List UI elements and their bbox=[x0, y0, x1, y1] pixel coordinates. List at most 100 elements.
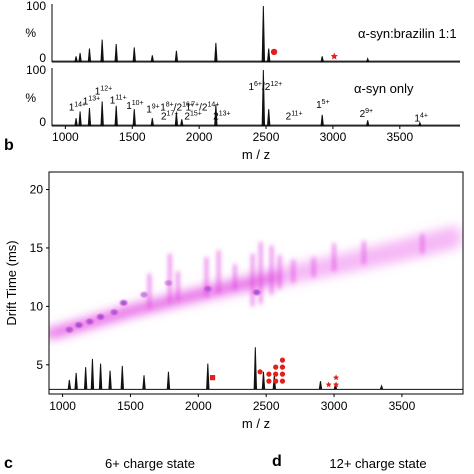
drift-overlay-marker-5 bbox=[273, 371, 279, 377]
spectrum-brazilin-peak-0 bbox=[74, 56, 78, 63]
spectrum-only-panel: 114+113+112+111+110+19+217+18+/216+17+/2… bbox=[25, 63, 460, 162]
drift-streak-3 bbox=[204, 257, 208, 298]
drift-xtick-5: 3500 bbox=[389, 399, 416, 413]
drift-xtick-1: 1500 bbox=[117, 399, 144, 413]
drift-overlay-peak-4 bbox=[98, 363, 103, 390]
spectrum-only-xtick-4: 3000 bbox=[320, 130, 347, 144]
spectrum-brazilin-peak-9 bbox=[261, 5, 266, 63]
spectrum-only-peak-label-11: 16+/212+ bbox=[248, 81, 282, 93]
drift-ytick-1: 10 bbox=[30, 299, 44, 313]
spectrum-only-peak-label-3: 111+ bbox=[110, 95, 127, 107]
spectrum-only-peak-label-6: 217+ bbox=[161, 110, 178, 122]
drift-ytick-2: 15 bbox=[30, 241, 44, 255]
drift-ytick-0: 5 bbox=[36, 358, 43, 372]
spectrum-only-peak-label-12: 211+ bbox=[286, 110, 303, 122]
spectrum-only-ytick-100: 100 bbox=[26, 63, 46, 77]
drift-overlay-markers bbox=[209, 357, 340, 388]
spectrum-only-peak-label-10: 213+ bbox=[213, 110, 230, 122]
spectrum-brazilin-peak-11 bbox=[320, 56, 324, 63]
drift-xtick-0: 1000 bbox=[49, 399, 76, 413]
drift-time-streaks bbox=[147, 233, 424, 309]
drift-streak-1 bbox=[168, 253, 172, 303]
spectrum-only-peak-13 bbox=[366, 120, 370, 127]
drift-streak-13 bbox=[362, 240, 366, 265]
spectrum-brazilin-peak-3 bbox=[100, 39, 104, 63]
drift-time-heatmap-panel: 1000 1500 2000 2500 3000 3500 5 10 15 20 Drift T… bbox=[4, 171, 464, 431]
spectrum-brazilin-peak-10 bbox=[267, 48, 271, 63]
spectrum-brazilin-peak-6 bbox=[150, 55, 155, 63]
spectrum-only-peak-5 bbox=[132, 109, 136, 127]
spectrum-brazilin-marker-1 bbox=[330, 52, 338, 60]
drift-overlay-marker-13 bbox=[333, 374, 340, 381]
spectrum-only-peak-6 bbox=[150, 118, 155, 127]
spectrum-only-xlabel: m / z bbox=[242, 147, 270, 162]
drift-band-core-108 bbox=[267, 273, 284, 283]
spectrum-only-xtick-0: 1000 bbox=[52, 130, 79, 144]
drift-overlay-peak-5 bbox=[108, 370, 112, 390]
spectrum-brazilin-ytick-100: 100 bbox=[26, 0, 46, 13]
spectrum-only-peak-7 bbox=[174, 112, 179, 127]
drift-overlay-marker-0 bbox=[209, 375, 216, 381]
spectrum-only-peak-9 bbox=[214, 104, 218, 127]
drift-overlay-marker-9 bbox=[279, 371, 286, 377]
spectrum-only-ylabel: % bbox=[25, 91, 36, 105]
spectrum-only-peak-label-9: 215+ bbox=[184, 110, 201, 122]
spectrum-only-peak-label-8: 17+/214+ bbox=[186, 101, 220, 113]
spectrum-brazilin-marker-0 bbox=[270, 48, 278, 56]
drift-overlay-peak-7 bbox=[142, 375, 146, 390]
drift-overlay-peak-1 bbox=[74, 372, 78, 390]
spectrum-only-peak-label-2: 112+ bbox=[95, 86, 112, 98]
drift-streak-7 bbox=[259, 242, 263, 305]
spectrum-brazilin-peak-8 bbox=[214, 42, 218, 63]
spectrum-brazilin-panel: 100 % 0 α-syn:brazilin 1:1 bbox=[25, 0, 460, 65]
spectrum-only-xtick-3: 2500 bbox=[253, 130, 280, 144]
drift-hotspot-1 bbox=[73, 321, 84, 330]
drift-hotspot-2 bbox=[84, 317, 95, 326]
drift-xtick-2: 2000 bbox=[185, 399, 212, 413]
drift-hotspot-3 bbox=[95, 312, 106, 321]
drift-streak-12 bbox=[332, 243, 336, 272]
spectrum-only-title: α-syn only bbox=[354, 81, 414, 96]
drift-overlay-marker-10 bbox=[279, 378, 286, 384]
drift-streak-2 bbox=[176, 271, 180, 301]
spectrum-only-xtick-5: 3500 bbox=[386, 130, 413, 144]
spectrum-only-peak-14 bbox=[418, 121, 422, 127]
spectrum-brazilin-peak-7 bbox=[174, 50, 179, 63]
drift-xtick-3: 2500 bbox=[253, 399, 280, 413]
spectrum-only-peak-label-1: 113+ bbox=[83, 96, 100, 108]
drift-time-yticks: 5 10 15 20 bbox=[30, 183, 49, 372]
drift-hotspot-8 bbox=[202, 284, 213, 293]
drift-streak-14 bbox=[420, 233, 424, 254]
drift-overlay-marker-6 bbox=[273, 378, 279, 384]
drift-overlay-peak-6 bbox=[120, 365, 124, 390]
drift-streak-4 bbox=[217, 250, 221, 294]
charge-state-6-title: 6+ charge state bbox=[105, 456, 195, 471]
drift-overlay-peak-13 bbox=[318, 381, 323, 390]
drift-overlay-peak-11 bbox=[261, 371, 266, 390]
spectrum-only-peak-2 bbox=[87, 108, 92, 127]
spectrum-brazilin-ylabel: % bbox=[25, 26, 36, 40]
drift-band-blob-74 bbox=[443, 225, 463, 250]
drift-time-xlabel: m / z bbox=[242, 416, 270, 431]
spectrum-brazilin-peak-4 bbox=[114, 44, 118, 63]
drift-time-ylabel: Drift Time (ms) bbox=[4, 240, 19, 325]
spectrum-only-peak-10 bbox=[261, 69, 266, 127]
drift-overlay-marker-7 bbox=[279, 357, 286, 363]
drift-time-xticks: 1000 1500 2000 2500 3000 3500 bbox=[49, 394, 416, 413]
spectrum-only-xtick-1: 1500 bbox=[119, 130, 146, 144]
drift-hotspot-4 bbox=[109, 308, 120, 317]
spectrum-only-annotations: 114+113+112+111+110+19+217+18+/216+17+/2… bbox=[69, 81, 428, 124]
spectrum-brazilin-peak-1 bbox=[78, 52, 82, 63]
drift-overlay-peak-10 bbox=[253, 347, 258, 390]
spectrum-only-peak-label-14: 29+ bbox=[360, 108, 374, 120]
drift-overlay-marker-3 bbox=[266, 378, 272, 384]
drift-xtick-4: 3000 bbox=[321, 399, 348, 413]
spectrum-only-peak-label-13: 15+ bbox=[316, 99, 330, 111]
drift-streak-8 bbox=[270, 245, 274, 295]
drift-overlay-peak-0 bbox=[67, 379, 72, 390]
spectrum-only-peak-label-5: 19+ bbox=[146, 104, 160, 116]
drift-streak-9 bbox=[278, 254, 282, 289]
spectrum-only-peak-8 bbox=[180, 119, 184, 127]
spectrum-only-xtick-2: 2000 bbox=[186, 130, 213, 144]
